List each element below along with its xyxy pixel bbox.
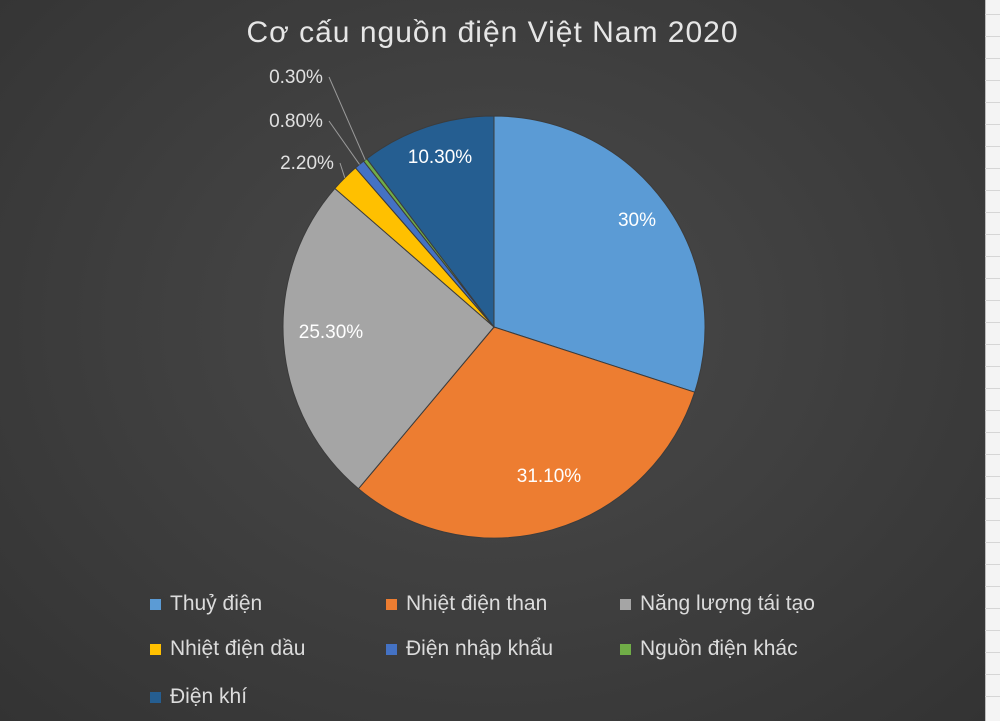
- pie-slice-3: [282, 187, 495, 490]
- sheet-gridline: [985, 674, 1000, 675]
- sheet-gridline: [985, 366, 1000, 367]
- legend-item: Năng lượng tái tạo: [620, 592, 815, 616]
- sheet-gridline: [985, 432, 1000, 433]
- legend-item: Điện khí: [150, 685, 247, 709]
- legend-item: Nguồn điện khác: [620, 637, 798, 661]
- leader-line-5: [328, 120, 360, 165]
- legend-label: Thuỷ điện: [170, 592, 263, 615]
- legend-item: Nhiệt điện than: [386, 592, 547, 616]
- legend-label: Nhiệt điện dầu: [170, 637, 306, 660]
- legend-label: Nhiệt điện than: [406, 592, 548, 615]
- pie-slice-7: [366, 115, 495, 329]
- sheet-gridline: [985, 146, 1000, 147]
- data-label-3: 25.30%: [299, 322, 364, 343]
- sheet-gridline: [985, 190, 1000, 191]
- sheet-gridline: [985, 564, 1000, 565]
- sheet-gridline: [985, 454, 1000, 455]
- pie-slice-1: [493, 115, 706, 393]
- legend-swatch: [150, 598, 161, 610]
- sheet-gridline: [985, 300, 1000, 301]
- sheet-gridline: [985, 388, 1000, 389]
- legend-swatch: [620, 643, 631, 655]
- sheet-gridline: [985, 256, 1000, 257]
- legend-swatch: [386, 598, 397, 610]
- data-label-4: 2.20%: [280, 153, 334, 174]
- legend-label: Điện nhập khẩu: [406, 637, 554, 660]
- chart-title: Cơ cấu nguồn điện Việt Nam 2020: [246, 16, 739, 49]
- sheet-gridline: [985, 168, 1000, 169]
- sheet-gridline: [985, 344, 1000, 345]
- legend-label: Năng lượng tái tạo: [640, 592, 815, 615]
- legend-swatch: [150, 691, 161, 703]
- sheet-gridline: [985, 520, 1000, 521]
- sheet-gridline: [985, 630, 1000, 631]
- sheet-gridline: [985, 14, 1000, 15]
- legend-item: Điện nhập khẩu: [386, 637, 553, 661]
- sheet-gridline: [985, 58, 1000, 59]
- sheet-gridline: [985, 696, 1000, 697]
- sheet-gridline: [985, 278, 1000, 279]
- sheet-gridline: [985, 36, 1000, 37]
- sheet-gridline: [985, 410, 1000, 411]
- spreadsheet-edge: [985, 0, 1000, 721]
- sheet-gridline: [985, 212, 1000, 213]
- legend-item: Nhiệt điện dầu: [150, 637, 305, 661]
- data-label-2: 31.10%: [517, 466, 582, 487]
- sheet-gridline: [985, 124, 1000, 125]
- pie-slice-2: [357, 326, 696, 539]
- data-label-6: 0.30%: [269, 67, 323, 88]
- sheet-gridline: [985, 234, 1000, 235]
- sheet-gridline: [985, 652, 1000, 653]
- sheet-gridline: [985, 498, 1000, 499]
- sheet-gridline: [985, 542, 1000, 543]
- sheet-gridline: [985, 476, 1000, 477]
- legend-swatch: [150, 643, 161, 655]
- leader-line-4: [339, 162, 346, 178]
- sheet-gridline: [985, 586, 1000, 587]
- data-label-5: 0.80%: [269, 111, 323, 132]
- legend-swatch: [386, 643, 397, 655]
- legend-label: Nguồn điện khác: [640, 637, 798, 660]
- sheet-gridline: [985, 102, 1000, 103]
- legend-swatch: [620, 598, 631, 610]
- data-label-1: 30%: [618, 210, 656, 231]
- data-label-7: 10.30%: [408, 147, 473, 168]
- leader-line-6: [328, 76, 366, 161]
- legend-item: Thuỷ điện: [150, 592, 262, 616]
- sheet-gridline: [985, 608, 1000, 609]
- legend-label: Điện khí: [170, 685, 248, 708]
- sheet-gridline: [985, 322, 1000, 323]
- sheet-gridline: [985, 80, 1000, 81]
